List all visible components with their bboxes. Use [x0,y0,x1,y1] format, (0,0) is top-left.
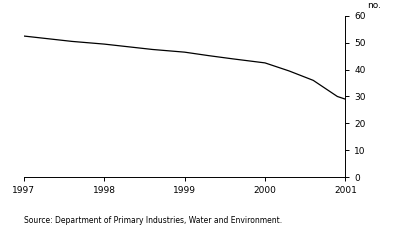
Text: Source: Department of Primary Industries, Water and Environment.: Source: Department of Primary Industries… [24,216,282,225]
Text: no.: no. [368,1,382,10]
